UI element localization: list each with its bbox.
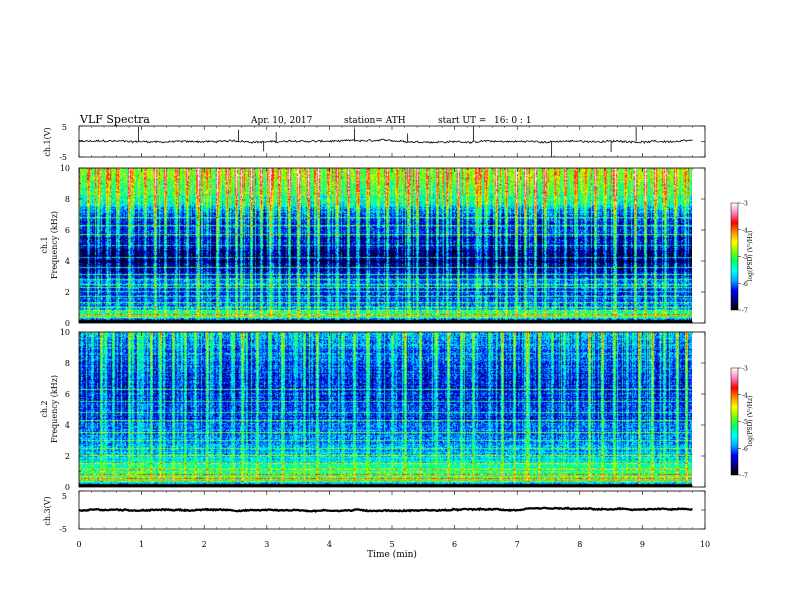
- time-axis-label: Time (min): [367, 549, 417, 560]
- ytick-label: 4: [65, 421, 70, 430]
- ch2-spec-ylabel-frequency: Frequency (kHz): [50, 375, 59, 443]
- ytick-label: 0: [65, 483, 70, 492]
- time-axis-ticks: 0 1 2 3 4 5 6 7 8 9 10: [76, 126, 710, 549]
- station-label: station= ATH: [344, 116, 406, 126]
- colorbar-tick-label: -7: [742, 473, 748, 480]
- colorbar-tick-label: -7: [742, 308, 748, 315]
- ch2-colorbar-label: log(PSD) (V²/Hz): [747, 396, 754, 447]
- ch1-ytick-bottom: -5: [59, 153, 67, 162]
- ytick-label: 6: [65, 226, 70, 235]
- ch1-colorbar-ticks: -3 -4 -5 -6 -7: [738, 201, 748, 315]
- colorbar-tick-label: -5: [742, 419, 748, 426]
- ch1-waveform-trace: [78, 125, 705, 158]
- ytick-label: 10: [60, 328, 70, 337]
- start-ut-value: 16: 0 : 1: [494, 116, 532, 126]
- ytick-label: 0: [65, 319, 70, 328]
- ytick-label: 4: [65, 257, 70, 266]
- ch1-colorbar: [731, 203, 738, 310]
- colorbar-tick-label: -4: [742, 392, 748, 399]
- ytick-label: 2: [65, 288, 70, 297]
- ch1-spectrogram-yticks: 0 2 4 6 8 10: [60, 164, 705, 328]
- ch1-spec-ylabel-frequency: Frequency (kHz): [50, 211, 59, 279]
- ch2-colorbar: [731, 368, 738, 475]
- ch1-waveform-panel: 5 -5 ch.1(V): [43, 123, 706, 162]
- ch1-wave-ylabel: ch.1(V): [43, 127, 52, 156]
- ytick-label: 6: [65, 390, 70, 399]
- waveform-line: [78, 506, 693, 513]
- ch1-ytick-top: 5: [62, 123, 67, 132]
- ch3-wave-ylabel: ch.3(V): [43, 496, 52, 525]
- ytick-label: 10: [60, 164, 70, 173]
- figure-title: VLF Spectra: [79, 113, 150, 126]
- colorbar-tick-label: -5: [742, 254, 748, 261]
- colorbar-tick-label: -6: [742, 281, 748, 288]
- xtick-label: 7: [515, 540, 520, 549]
- ch2-spectrogram-yticks: 0 2 4 6 8 10: [60, 328, 705, 492]
- xtick-label: 2: [202, 540, 207, 549]
- xtick-label: 5: [389, 540, 394, 549]
- ch1-spec-ylabel-channel: ch.1: [40, 236, 49, 253]
- xtick-label: 9: [640, 540, 645, 549]
- xtick-label: 4: [327, 540, 332, 549]
- date-label: Apr. 10, 2017: [250, 116, 313, 126]
- ch2-spectrogram-image: [79, 332, 692, 487]
- xtick-label: 0: [76, 540, 81, 549]
- ch2-colorbar-ticks: -3 -4 -5 -6 -7: [738, 366, 748, 480]
- ytick-label: 8: [65, 195, 70, 204]
- ytick-label: 2: [65, 452, 70, 461]
- start-ut-label: start UT =: [438, 116, 486, 126]
- waveform-line: [78, 138, 693, 145]
- xtick-label: 8: [577, 540, 582, 549]
- colorbar-tick-label: -3: [742, 366, 748, 373]
- xtick-label: 6: [452, 540, 457, 549]
- ch3-ytick-top: 5: [62, 492, 67, 501]
- colorbar-tick-label: -6: [742, 446, 748, 453]
- ch3-ytick-bottom: -5: [59, 525, 67, 534]
- ytick-label: 8: [65, 359, 70, 368]
- colorbar-tick-label: -3: [742, 201, 748, 208]
- xtick-label: 10: [700, 540, 710, 549]
- ch3-waveform-panel: 5 -5 ch.3(V) 0 1 2 3 4 5 6 7 8 9 10 Time (min): [43, 126, 710, 560]
- ch2-spec-ylabel-channel: ch.2: [40, 400, 49, 417]
- ch3-waveform-trace: [78, 490, 705, 530]
- xtick-label: 3: [264, 540, 269, 549]
- ch1-colorbar-label: log(PSD) (V²/Hz): [747, 231, 754, 282]
- xtick-label: 1: [139, 540, 144, 549]
- ch1-spectrogram-image: [79, 168, 692, 323]
- colorbar-tick-label: -4: [742, 227, 748, 234]
